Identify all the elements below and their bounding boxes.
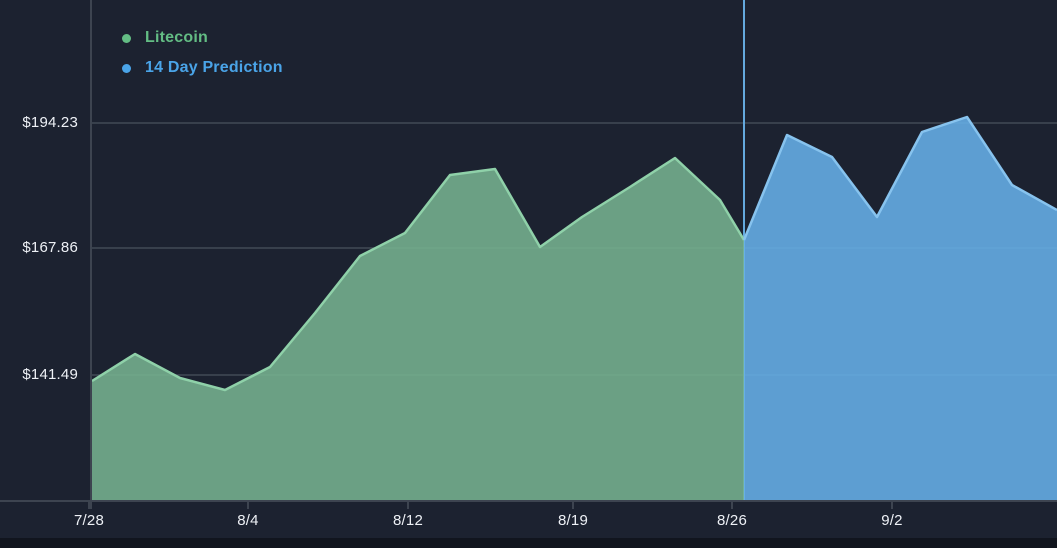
- series-line-litecoin: [91, 156, 746, 392]
- series-area-litecoin: [92, 158, 744, 501]
- x-axis-label: 9/2: [881, 512, 903, 529]
- y-axis-label: $141.49: [22, 366, 78, 383]
- y-axis-label: $194.23: [22, 114, 78, 131]
- legend: Litecoin 14 Day Prediction: [122, 28, 283, 88]
- x-axis-label: 8/26: [717, 512, 747, 529]
- prediction-series-dot-icon: [122, 63, 131, 73]
- legend-item-prediction[interactable]: 14 Day Prediction: [122, 58, 283, 78]
- legend-label-litecoin: Litecoin: [145, 29, 208, 46]
- legend-label-prediction: 14 Day Prediction: [145, 59, 283, 76]
- litecoin-series-dot-icon: [122, 33, 131, 43]
- x-axis-label: 8/19: [558, 512, 588, 529]
- y-axis-label: $167.86: [22, 239, 78, 256]
- x-axis-label: 8/4: [237, 512, 259, 529]
- series-line-prediction: [742, 115, 1057, 241]
- x-axis-label: 8/12: [393, 512, 423, 529]
- legend-item-litecoin[interactable]: Litecoin: [122, 28, 283, 48]
- x-axis-label: 7/28: [74, 512, 104, 529]
- bottom-bar: [0, 538, 1057, 548]
- series-area-prediction: [744, 117, 1057, 501]
